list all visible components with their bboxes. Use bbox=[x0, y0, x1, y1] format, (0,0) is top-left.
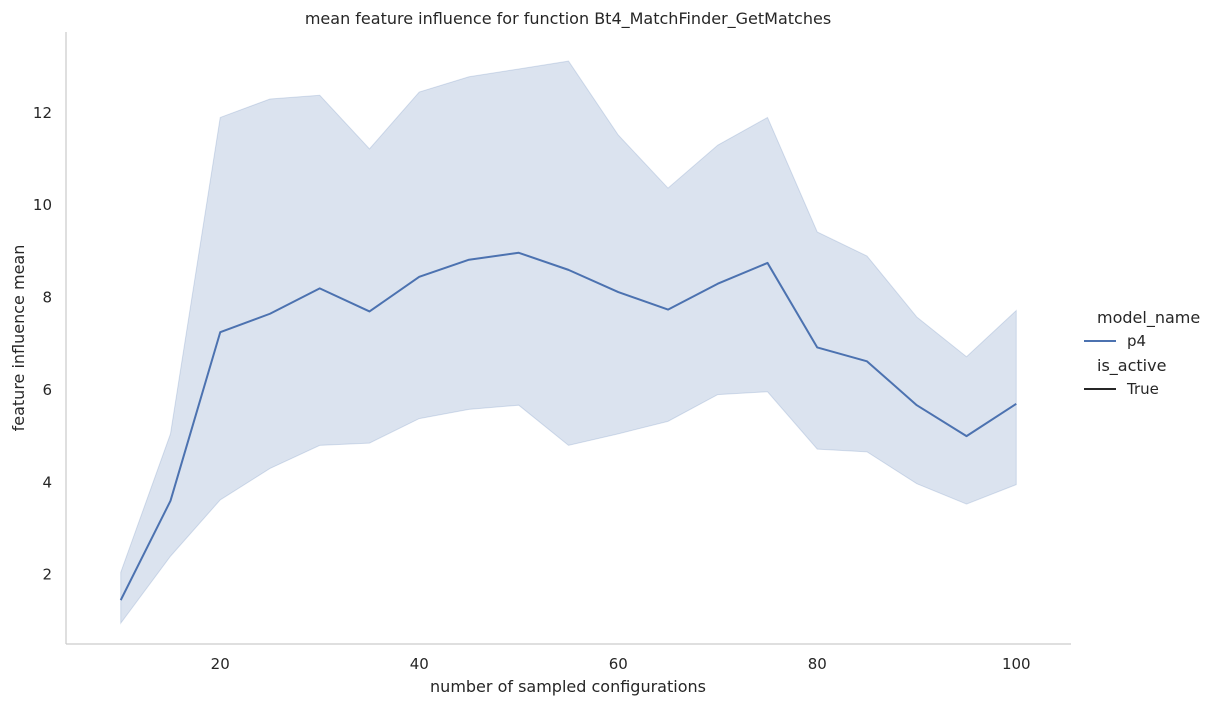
legend-entry-true: True bbox=[1126, 380, 1159, 398]
ci-band-p4 bbox=[120, 60, 1017, 625]
data-point-p4-25 bbox=[268, 312, 272, 316]
legend-style-title: is_active bbox=[1097, 356, 1166, 376]
legend: model_name p4 is_active True bbox=[1084, 308, 1200, 398]
data-point-p4-75 bbox=[766, 261, 770, 265]
data-point-p4-60 bbox=[616, 290, 620, 294]
data-point-p4-35 bbox=[367, 309, 371, 313]
x-tick-label: 40 bbox=[410, 655, 429, 673]
series-line-p4 bbox=[119, 251, 1017, 601]
y-ticks: 2 4 6 8 10 12 bbox=[33, 104, 52, 584]
data-point-p4-65 bbox=[666, 308, 670, 312]
data-point-p4-45 bbox=[467, 258, 471, 262]
x-ticks: 20 40 60 80 100 bbox=[211, 655, 1031, 673]
x-tick-label: 80 bbox=[808, 655, 827, 673]
data-point-p4-55 bbox=[567, 268, 571, 272]
data-point-p4-15 bbox=[168, 499, 172, 503]
data-point-p4-70 bbox=[716, 282, 720, 286]
data-point-p4-20 bbox=[218, 330, 222, 334]
legend-hue-title: model_name bbox=[1097, 308, 1200, 328]
data-point-p4-30 bbox=[318, 286, 322, 290]
y-tick-label: 2 bbox=[42, 566, 52, 584]
x-tick-label: 20 bbox=[211, 655, 230, 673]
legend-entry-p4: p4 bbox=[1127, 332, 1146, 350]
data-point-p4-50 bbox=[517, 251, 521, 255]
y-tick-label: 12 bbox=[33, 104, 52, 122]
data-point-p4-90 bbox=[915, 403, 919, 407]
data-point-p4-10 bbox=[119, 598, 123, 602]
y-axis-label: feature influence mean bbox=[9, 245, 28, 432]
data-point-p4-40 bbox=[417, 275, 421, 279]
data-point-p4-95 bbox=[965, 434, 969, 438]
data-point-p4-85 bbox=[865, 359, 869, 363]
y-tick-label: 6 bbox=[42, 381, 52, 399]
x-axis-label: number of sampled configurations bbox=[430, 677, 706, 696]
data-point-p4-80 bbox=[815, 345, 819, 349]
chart-title: mean feature influence for function Bt4_… bbox=[305, 9, 831, 29]
y-tick-label: 8 bbox=[42, 289, 52, 307]
x-tick-label: 100 bbox=[1002, 655, 1031, 673]
data-point-p4-100 bbox=[1014, 402, 1018, 406]
y-tick-label: 4 bbox=[42, 473, 52, 491]
y-tick-label: 10 bbox=[33, 196, 52, 214]
x-tick-label: 60 bbox=[609, 655, 628, 673]
plot-area bbox=[119, 60, 1018, 625]
